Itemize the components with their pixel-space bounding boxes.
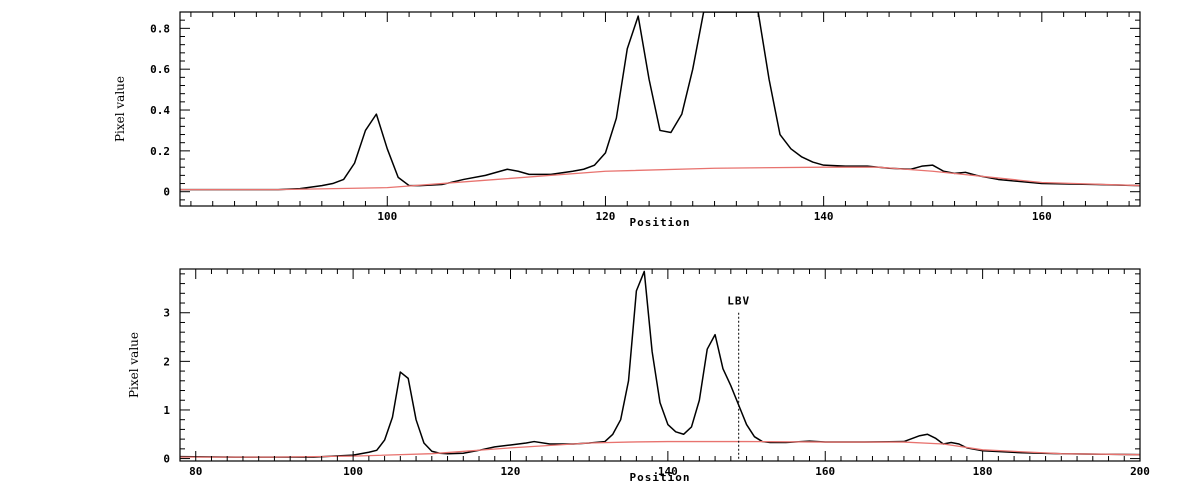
background-fit-line	[180, 166, 1140, 191]
y-tick-label: 0.2	[150, 145, 170, 158]
y-tick-label: 0	[163, 186, 170, 199]
y-tick-label: 0.8	[150, 22, 170, 35]
x-tick-label: 160	[1032, 210, 1052, 223]
data-series-line	[180, 12, 1140, 191]
x-axis-title: Position	[630, 471, 691, 484]
x-tick-label: 180	[973, 465, 993, 478]
x-tick-label: 160	[815, 465, 835, 478]
data-series-line	[180, 270, 1140, 458]
y-tick-label: 2	[163, 355, 170, 368]
plot-frame	[179, 268, 1141, 462]
y-axis-title: Pixel value	[113, 76, 127, 142]
y-tick-label: 0.4	[150, 104, 170, 117]
x-axis-title: Position	[630, 216, 691, 229]
x-tick-label: 120	[501, 465, 521, 478]
plot-frame	[179, 11, 1141, 207]
x-tick-label: 120	[596, 210, 616, 223]
bottom-panel: LBV 80 100 120 140 160 180 200 0 1 2 3 Position Pixel…	[127, 268, 1150, 484]
y-tick-label: 1	[163, 404, 170, 417]
x-tick-label: 80	[189, 465, 202, 478]
y-tick-label: 0	[163, 453, 170, 466]
x-tick-label: 200	[1130, 465, 1150, 478]
y-tick-label: 3	[163, 307, 170, 320]
lbv-annotation-label: LBV	[727, 295, 750, 308]
x-tick-label: 100	[343, 465, 363, 478]
top-panel: 100 120 140 160 0 0.2 0.4 0.6 0.8 Position Pixel v…	[113, 11, 1141, 229]
background-fit-line	[180, 440, 1140, 458]
x-tick-label: 140	[814, 210, 834, 223]
y-tick-label: 0.6	[150, 63, 170, 76]
x-tick-label: 140	[658, 465, 678, 478]
x-tick-label: 100	[377, 210, 397, 223]
y-axis-title: Pixel value	[127, 332, 141, 398]
